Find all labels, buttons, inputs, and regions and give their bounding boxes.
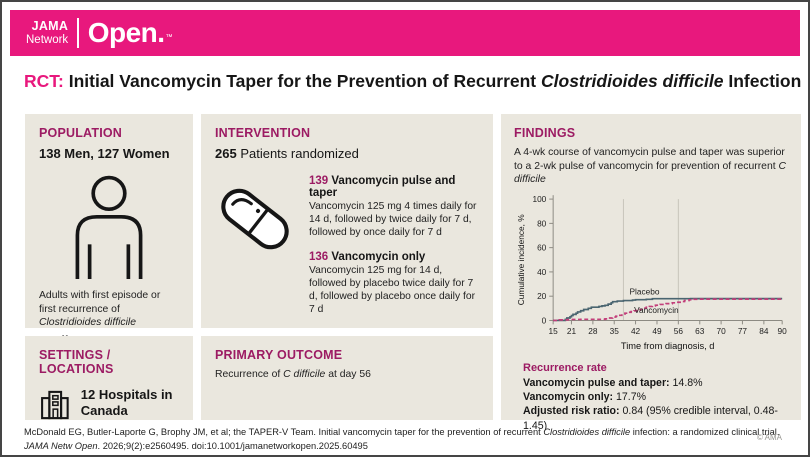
brand-bar: JAMA Network Open. ™	[10, 10, 800, 56]
primary-outcome-card: PRIMARY OUTCOME Recurrence of C difficil…	[201, 336, 493, 420]
svg-text:0: 0	[542, 315, 547, 325]
svg-text:21: 21	[567, 326, 577, 336]
settings-card: SETTINGS / LOCATIONS 12 Hospitals in Can…	[25, 336, 193, 420]
findings-summary: A 4-wk course of vancomycin pulse and ta…	[514, 146, 788, 187]
svg-text:56: 56	[674, 326, 684, 336]
svg-text:84: 84	[759, 326, 769, 336]
copyright-notice: © AMA	[756, 433, 782, 442]
citation-journal: JAMA Netw Open	[24, 440, 98, 451]
recurrence-label: Adjusted risk ratio:	[523, 405, 620, 418]
chart-canvas: 0 20 40 60 80 100 15 21 28 35 42 49 56 63 70 77 84 90 Plac…	[516, 194, 788, 351]
population-desc-text: Adults with first episode or first recur…	[39, 290, 161, 315]
svg-text:28: 28	[588, 326, 598, 336]
svg-text:20: 20	[537, 291, 547, 301]
title-text: Initial Vancomycin Taper for the Prevent…	[63, 71, 541, 91]
svg-text:100: 100	[532, 194, 546, 204]
svg-text:63: 63	[695, 326, 705, 336]
svg-text:15: 15	[549, 326, 559, 336]
svg-text:60: 60	[537, 242, 547, 252]
findings-card: FINDINGS A 4-wk course of vancomycin pul…	[501, 114, 801, 432]
arm-name: Vancomycin pulse and taper	[309, 175, 456, 199]
population-stat: 138 Men, 127 Women	[39, 146, 170, 161]
person-icon	[75, 175, 143, 279]
population-heading: POPULATION	[39, 126, 123, 140]
citation-doi: . 2026;9(2):e2560495. doi:10.1001/jamane…	[97, 440, 368, 451]
population-desc-species: Clostridioides difficile	[39, 317, 137, 329]
svg-text:70: 70	[716, 326, 726, 336]
population-card: POPULATION 138 Men, 127 Women Adults wit…	[25, 114, 193, 348]
intervention-stat: 265 Patients randomized	[215, 146, 479, 161]
recurrence-row: Vancomycin pulse and taper: 14.8%	[523, 376, 788, 390]
findings-heading: FINDINGS	[514, 126, 576, 140]
svg-text:77: 77	[738, 326, 748, 336]
settings-text: 12 Hospitals in Canada	[80, 387, 173, 419]
intervention-arms: 139 Vancomycin pulse and taper Vancomyci…	[309, 175, 479, 327]
logo-open-text: Open.	[87, 16, 165, 48]
svg-text:40: 40	[537, 266, 547, 276]
pill-icon	[221, 188, 289, 250]
primary-outcome-heading: PRIMARY OUTCOME	[215, 348, 343, 362]
primary-outcome-text: Recurrence of C difficile at day 56	[215, 368, 479, 382]
outcome-species: C difficile	[283, 369, 326, 380]
settings-heading: SETTINGS / LOCATIONS	[39, 348, 114, 376]
recurrence-value: 17.7%	[613, 391, 647, 404]
arm-pulse-taper: 139 Vancomycin pulse and taper Vancomyci…	[309, 175, 479, 240]
recurrence-label: Vancomycin pulse and taper:	[523, 376, 670, 389]
svg-text:49: 49	[652, 326, 662, 336]
recurrence-row: Vancomycin only: 17.7%	[523, 390, 788, 404]
citation: McDonald EG, Butler-Laporte G, Brophy JM…	[24, 426, 779, 454]
open-logo: Open. ™	[87, 16, 173, 48]
arm-name: Vancomycin only	[328, 250, 426, 263]
outcome-text: Recurrence of	[215, 369, 284, 380]
svg-text:80: 80	[537, 218, 547, 228]
logo-network-text: Network	[26, 33, 69, 46]
svg-text:Vancomycin: Vancomycin	[634, 305, 679, 315]
intervention-card: INTERVENTION 265 Patients randomized	[201, 114, 493, 328]
citation-line2: JAMA Netw Open. 2026;9(2):e2560495. doi:…	[24, 440, 779, 454]
recurrence-value: 14.8%	[669, 376, 703, 389]
arm-vancomycin-only: 136 Vancomycin only Vancomycin 125 mg fo…	[309, 251, 479, 317]
recurrence-row: Adjusted risk ratio: 0.84 (95% credible …	[523, 404, 788, 432]
recurrence-value: 0.84 (95% credible interval, 0.48-1.45)	[523, 405, 778, 432]
citation-text: McDonald EG, Butler-Laporte G, Brophy JM…	[24, 427, 544, 437]
logo-divider	[77, 18, 79, 48]
title-text-end: Infection	[723, 71, 802, 91]
trademark-symbol: ™	[165, 33, 173, 41]
recurrence-label: Vancomycin only:	[523, 391, 614, 404]
title-study-type: RCT:	[24, 71, 64, 91]
logo-jama-text: JAMA	[31, 19, 69, 33]
svg-text:35: 35	[610, 326, 620, 336]
intervention-count-label: Patients randomized	[236, 146, 359, 161]
recurrence-heading: Recurrence rate	[523, 361, 607, 374]
intervention-count: 265	[215, 146, 237, 161]
citation-species: Clostridioides difficile	[543, 427, 631, 437]
jama-network-logo: JAMA Network	[26, 20, 68, 46]
svg-text:90: 90	[778, 326, 788, 336]
cumulative-incidence-chart: 0 20 40 60 80 100 15 21 28 35 42 49 56 63 70 77 84 90 Plac…	[514, 191, 788, 359]
title-species-italic: Clostridioides difficile	[541, 71, 724, 91]
svg-text:42: 42	[631, 326, 641, 336]
population-description: Adults with first episode or first recur…	[39, 289, 179, 330]
intervention-heading: INTERVENTION	[215, 126, 311, 140]
arm-description: Vancomycin 125 mg for 14 d, followed by …	[309, 264, 475, 316]
arm-description: Vancomycin 125 mg 4 times daily for 14 d…	[309, 201, 477, 239]
citation-text-end: infection: a randomized clinical trial.	[630, 427, 780, 437]
citation-line1: McDonald EG, Butler-Laporte G, Brophy JM…	[24, 426, 779, 440]
hospital-icon	[41, 390, 69, 420]
recurrence-rate-block: Recurrence rate Vancomycin pulse and tap…	[514, 361, 788, 433]
outcome-text-end: at day 56	[325, 369, 371, 380]
findings-summary-species: C difficile	[514, 160, 787, 186]
page-title: RCT: Initial Vancomycin Taper for the Pr…	[24, 71, 801, 92]
svg-text:Time from diagnosis, d: Time from diagnosis, d	[621, 340, 715, 350]
svg-text:Cumulative incidence, %: Cumulative incidence, %	[516, 213, 526, 304]
arm-count: 139	[309, 175, 329, 187]
svg-text:Placebo: Placebo	[629, 286, 659, 296]
arm-count: 136	[309, 250, 329, 263]
findings-summary-text: A 4-wk course of vancomycin pulse and ta…	[514, 147, 785, 172]
